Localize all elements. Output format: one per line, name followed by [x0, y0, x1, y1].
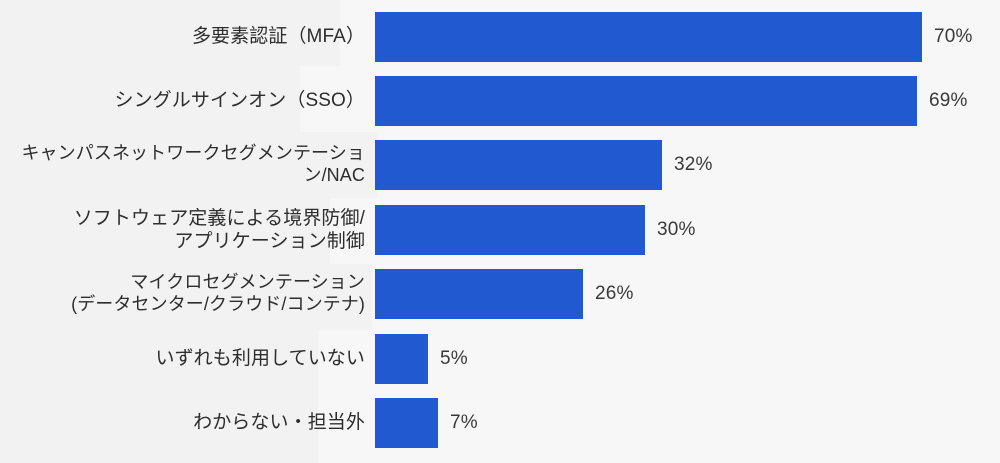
bar-track: 70%: [375, 5, 1000, 69]
bar-row: 多要素認証（MFA） 70%: [0, 5, 1000, 69]
bar-row: キャンパスネットワークセグメンテーション/NAC 32%: [0, 133, 1000, 197]
bar-value-label: 70%: [934, 26, 973, 47]
category-label: いずれも利用していない: [155, 348, 365, 370]
category-label: シングルサインオン（SSO）: [114, 90, 365, 112]
category-label: マイクロセグメンテーション (データセンター/クラウド/コンテナ): [71, 272, 365, 314]
bar-track: 5%: [375, 327, 1000, 391]
bar[interactable]: [375, 269, 583, 319]
bar-row: いずれも利用していない 5%: [0, 327, 1000, 391]
bar-row: わからない・担当外 7%: [0, 391, 1000, 455]
bar-value-label: 30%: [657, 219, 696, 240]
bar[interactable]: [375, 205, 645, 255]
bar[interactable]: [375, 334, 428, 384]
bar-value-label: 26%: [595, 283, 634, 304]
bar[interactable]: [375, 398, 438, 448]
bar-value-label: 5%: [440, 348, 468, 369]
bar-track: 26%: [375, 262, 1000, 326]
bar[interactable]: [375, 140, 662, 190]
category-label: ソフトウェア定義による境界防御/ アプリケーション制御: [73, 207, 365, 252]
bar-row: シングルサインオン（SSO） 69%: [0, 69, 1000, 133]
bar-row: ソフトウェア定義による境界防御/ アプリケーション制御 30%: [0, 198, 1000, 262]
category-label: わからない・担当外: [193, 412, 365, 434]
category-label: キャンパスネットワークセグメンテーション/NAC: [21, 143, 365, 185]
bar-value-label: 7%: [450, 412, 478, 433]
bar-track: 69%: [375, 69, 1000, 133]
bar-track: 32%: [375, 133, 1000, 197]
bar[interactable]: [375, 76, 917, 126]
bar-track: 7%: [375, 391, 1000, 455]
bar-row: マイクロセグメンテーション (データセンター/クラウド/コンテナ) 26%: [0, 262, 1000, 326]
bar-value-label: 32%: [674, 154, 713, 175]
bar[interactable]: [375, 12, 922, 62]
bar-value-label: 69%: [929, 90, 968, 111]
category-label: 多要素認証（MFA）: [191, 26, 365, 48]
bar-track: 30%: [375, 198, 1000, 262]
